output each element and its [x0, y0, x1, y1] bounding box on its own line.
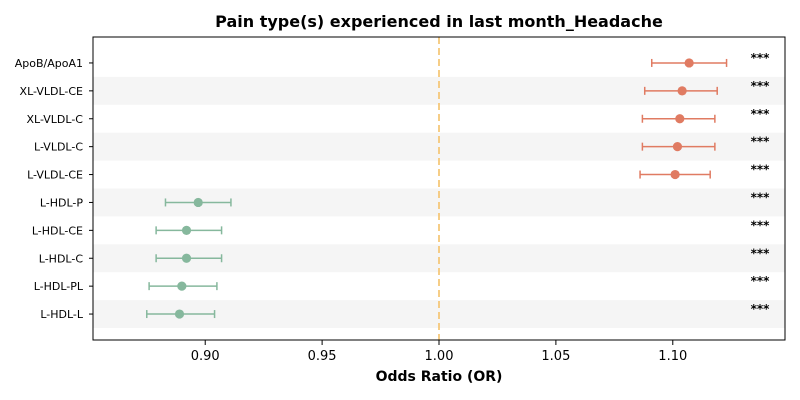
or-point: [193, 197, 203, 208]
chart-title: Pain type(s) experienced in last month_H…: [215, 12, 663, 31]
x-axis-label: Odds Ratio (OR): [376, 369, 503, 385]
x-tick-label: 0.95: [308, 349, 337, 364]
or-point: [670, 169, 680, 180]
forest-row: L-HDL-L ***: [40, 302, 770, 321]
category-label: L-HDL-PL: [34, 280, 84, 293]
or-point: [677, 86, 687, 96]
x-tick-label: 1.00: [425, 349, 454, 364]
category-label: XL-VLDL-CE: [20, 85, 84, 98]
forest-row: L-HDL-P ***: [40, 190, 770, 209]
or-point: [181, 253, 192, 263]
forest-row: XL-VLDL-CE ***: [20, 79, 771, 98]
x-tick-label: 0.90: [191, 349, 220, 364]
or-point: [177, 281, 187, 291]
significance-label: ***: [751, 274, 771, 288]
x-axis: 0.90 0.95 1.00 1.05 1.10: [191, 340, 687, 364]
category-label: L-HDL-CE: [32, 224, 83, 237]
significance-label: ***: [751, 107, 771, 121]
x-tick-label: 1.10: [658, 349, 687, 364]
forest-row: L-HDL-C ***: [39, 246, 770, 265]
significance-label: ***: [751, 163, 771, 177]
significance-label: ***: [751, 51, 771, 65]
or-point: [672, 142, 683, 152]
significance-label: ***: [751, 302, 771, 316]
category-label: L-HDL-C: [39, 252, 84, 265]
forest-row: XL-VLDL-C ***: [26, 107, 770, 126]
x-tick-label: 1.05: [541, 349, 570, 364]
forest-row: ApoB/ApoA1 ***: [15, 51, 770, 70]
forest-row: L-HDL-PL ***: [34, 274, 770, 293]
significance-label: ***: [751, 246, 771, 260]
significance-label: ***: [751, 218, 771, 232]
category-label: L-VLDL-CE: [27, 169, 83, 182]
or-point: [181, 225, 192, 235]
or-point: [684, 58, 694, 68]
significance-label: ***: [751, 79, 771, 93]
category-label: ApoB/ApoA1: [15, 57, 83, 70]
category-label: L-HDL-L: [40, 308, 84, 321]
or-point: [675, 114, 685, 124]
forest-row: L-HDL-CE ***: [32, 218, 770, 237]
category-label: L-VLDL-C: [34, 141, 83, 154]
forest-row: L-VLDL-CE ***: [27, 163, 770, 182]
significance-label: ***: [751, 135, 771, 149]
forest-row: L-VLDL-C ***: [34, 135, 770, 154]
significance-label: ***: [751, 190, 771, 204]
data-rows: ApoB/ApoA1 ***XL-VLDL-CE ***XL-VLDL-C ***L-…: [15, 51, 770, 321]
or-point: [174, 309, 185, 319]
category-label: L-HDL-P: [40, 196, 84, 209]
category-label: XL-VLDL-C: [26, 113, 83, 126]
